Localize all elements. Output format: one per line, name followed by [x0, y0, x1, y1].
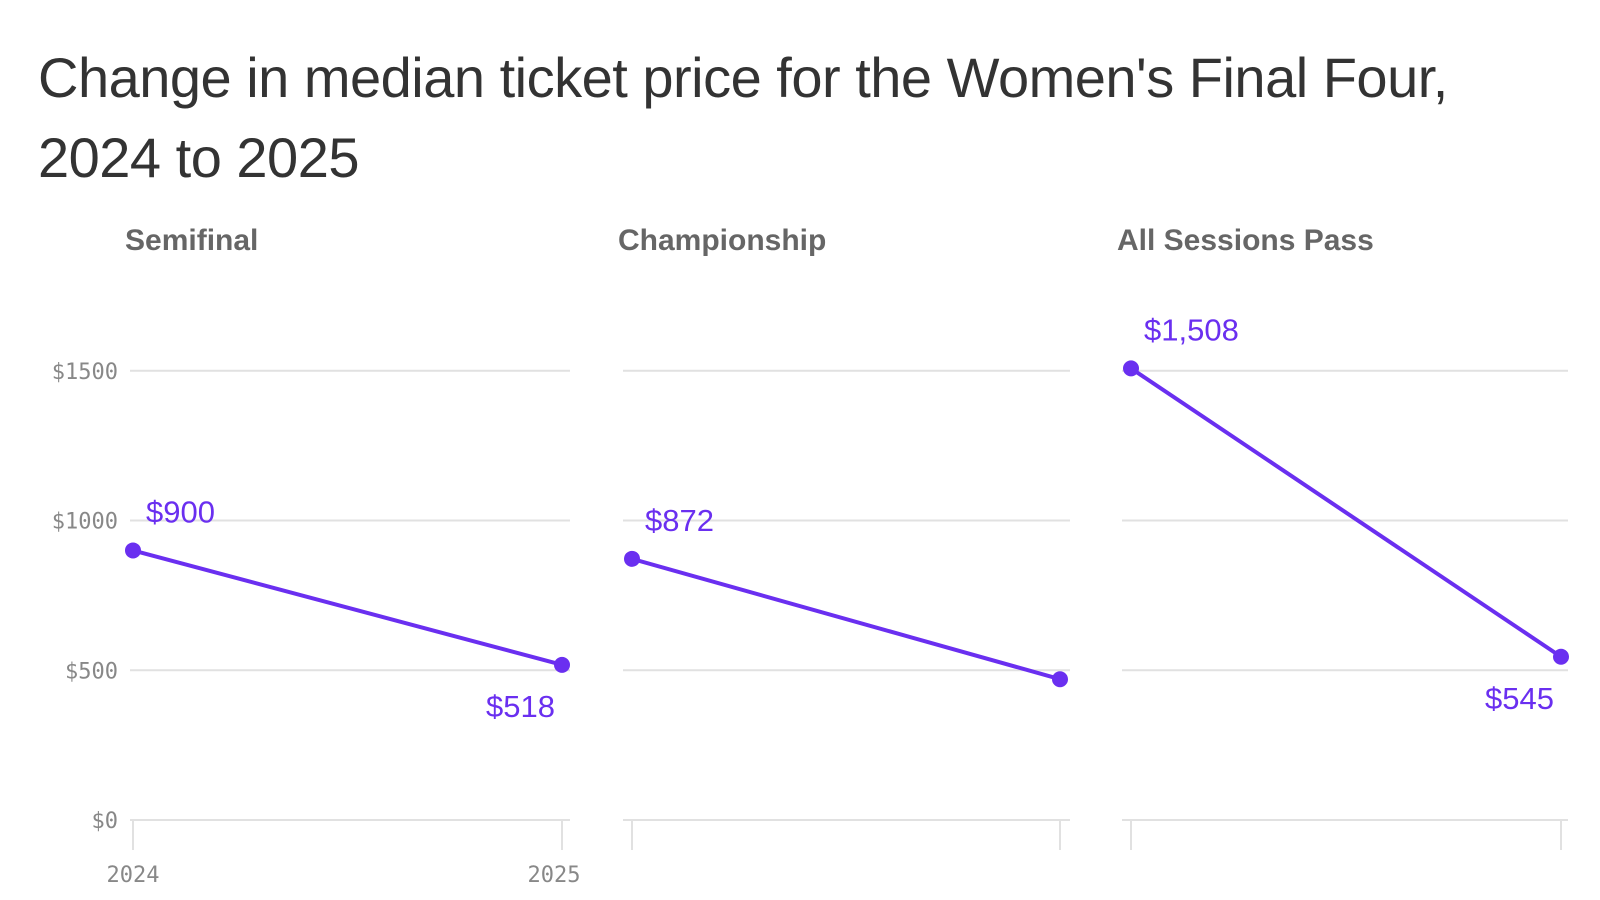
- y-tick-label: $500: [65, 659, 118, 684]
- data-label-2024: $872: [645, 503, 714, 538]
- series-line: [631, 556, 1061, 682]
- data-label-2024: $1,508: [1144, 312, 1239, 347]
- data-label-2025: $518: [486, 689, 555, 724]
- data-label-2024: $900: [146, 494, 215, 529]
- data-point-2025: [1052, 671, 1068, 688]
- data-point-2025: [1553, 648, 1569, 665]
- y-tick-label: $1000: [52, 510, 118, 535]
- data-point-2025: [554, 656, 570, 673]
- panel-title: Semifinal: [125, 224, 258, 257]
- series-line: [1129, 366, 1563, 659]
- x-tick-label: 2024: [107, 863, 160, 888]
- data-point-2024: [1123, 360, 1139, 377]
- panel-title: Championship: [618, 224, 826, 257]
- data-point-2024: [624, 550, 640, 567]
- chart-title: Change in median ticket price for the Wo…: [38, 46, 1448, 189]
- y-tick-label: $0: [92, 809, 119, 834]
- series-line: [132, 548, 563, 667]
- x-tick-label: 2025: [528, 863, 581, 888]
- panel-title: All Sessions Pass: [1117, 224, 1374, 257]
- data-point-2024: [125, 542, 141, 559]
- data-label-2025: $545: [1485, 681, 1554, 716]
- y-tick-label: $1500: [52, 360, 118, 385]
